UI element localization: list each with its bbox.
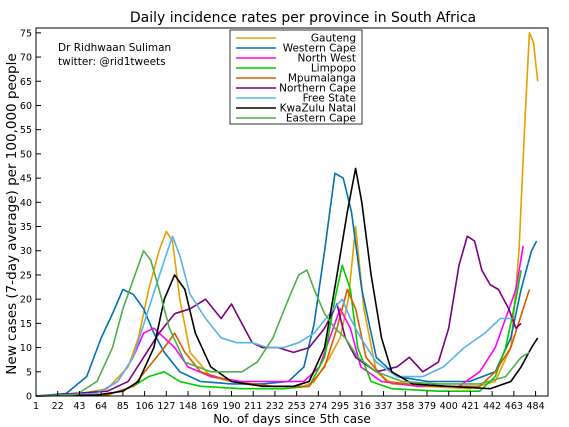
legend-label-north-west: North West xyxy=(297,53,356,65)
y-tick-label: 40 xyxy=(20,198,32,209)
chart-title: Daily incidence rates per province in So… xyxy=(130,10,476,26)
x-tick-label: 316 xyxy=(353,401,371,412)
series-line-western-cape xyxy=(35,172,538,397)
x-axis-label: No. of days since 5th case xyxy=(213,412,371,426)
tick-layer: 1 22 43 64 85 106 127 148 169 190 211 232 253 274 295 3… xyxy=(20,28,545,412)
legend-label-northern-cape: Northern Cape xyxy=(279,83,356,95)
x-tick-label: 64 xyxy=(95,401,107,412)
series-layer xyxy=(35,31,539,397)
x-tick-label: 400 xyxy=(440,401,458,412)
series-line-mpumalanga xyxy=(35,288,531,397)
x-tick-label: 232 xyxy=(266,401,284,412)
y-tick-label: 0 xyxy=(26,392,32,403)
twitter-annotation: twitter: @rid1tweets xyxy=(58,56,166,68)
x-tick-label: 1 xyxy=(33,401,39,412)
y-tick-label: 75 xyxy=(20,28,32,39)
author-annotation: Dr Ridhwaan Suliman xyxy=(58,42,171,54)
x-tick-label: 148 xyxy=(179,401,197,412)
x-tick-label: 337 xyxy=(374,401,392,412)
y-tick-label: 70 xyxy=(20,53,32,64)
x-tick-label: 253 xyxy=(288,401,306,412)
x-tick-label: 274 xyxy=(309,401,327,412)
plot-frame xyxy=(35,27,549,397)
legend-label-limpopo: Limpopo xyxy=(311,63,356,75)
x-tick-label: 379 xyxy=(418,401,436,412)
x-tick-label: 295 xyxy=(331,401,349,412)
y-tick-label: 60 xyxy=(20,101,32,112)
y-tick-label: 65 xyxy=(20,77,32,88)
x-tick-label: 463 xyxy=(505,401,523,412)
y-tick-label: 55 xyxy=(20,125,32,136)
y-tick-label: 10 xyxy=(20,343,32,354)
y-tick-label: 15 xyxy=(20,319,32,330)
x-tick-label: 22 xyxy=(52,401,64,412)
y-tick-label: 50 xyxy=(20,149,32,160)
legend-label-gauteng: Gauteng xyxy=(311,33,356,45)
x-tick-label: 190 xyxy=(222,401,240,412)
legend-label-western-cape: Western Cape xyxy=(283,43,356,55)
y-tick-label: 30 xyxy=(20,246,32,257)
x-tick-label: 484 xyxy=(527,401,545,412)
x-tick-label: 442 xyxy=(483,401,501,412)
legend-label-free-state: Free State xyxy=(303,93,356,105)
series-line-free-state xyxy=(35,235,513,397)
x-tick-label: 358 xyxy=(396,401,414,412)
series-line-eastern-cape xyxy=(35,249,530,397)
y-tick-label: 20 xyxy=(20,295,32,306)
series-line-limpopo xyxy=(35,264,522,397)
legend-label-kwazulu-natal: KwaZulu Natal xyxy=(280,103,356,115)
x-tick-label: 169 xyxy=(201,401,219,412)
legend-label-mpumalanga: Mpumalanga xyxy=(288,73,356,85)
y-axis-label: New cases (7-day average) per 100,000 pe… xyxy=(4,53,20,374)
x-tick-label: 127 xyxy=(157,401,175,412)
legend-label-eastern-cape: Eastern Cape xyxy=(286,113,356,125)
y-tick-label: 5 xyxy=(26,367,32,378)
x-tick-label: 421 xyxy=(461,401,479,412)
y-tick-label: 45 xyxy=(20,174,32,185)
series-line-kwazulu-natal xyxy=(35,167,539,397)
x-tick-label: 106 xyxy=(136,401,154,412)
y-tick-label: 35 xyxy=(20,222,32,233)
series-line-northern-cape xyxy=(35,235,522,397)
y-tick-label: 25 xyxy=(20,270,32,281)
x-tick-label: 43 xyxy=(73,401,85,412)
x-tick-label: 85 xyxy=(117,401,129,412)
x-tick-label: 211 xyxy=(244,401,262,412)
